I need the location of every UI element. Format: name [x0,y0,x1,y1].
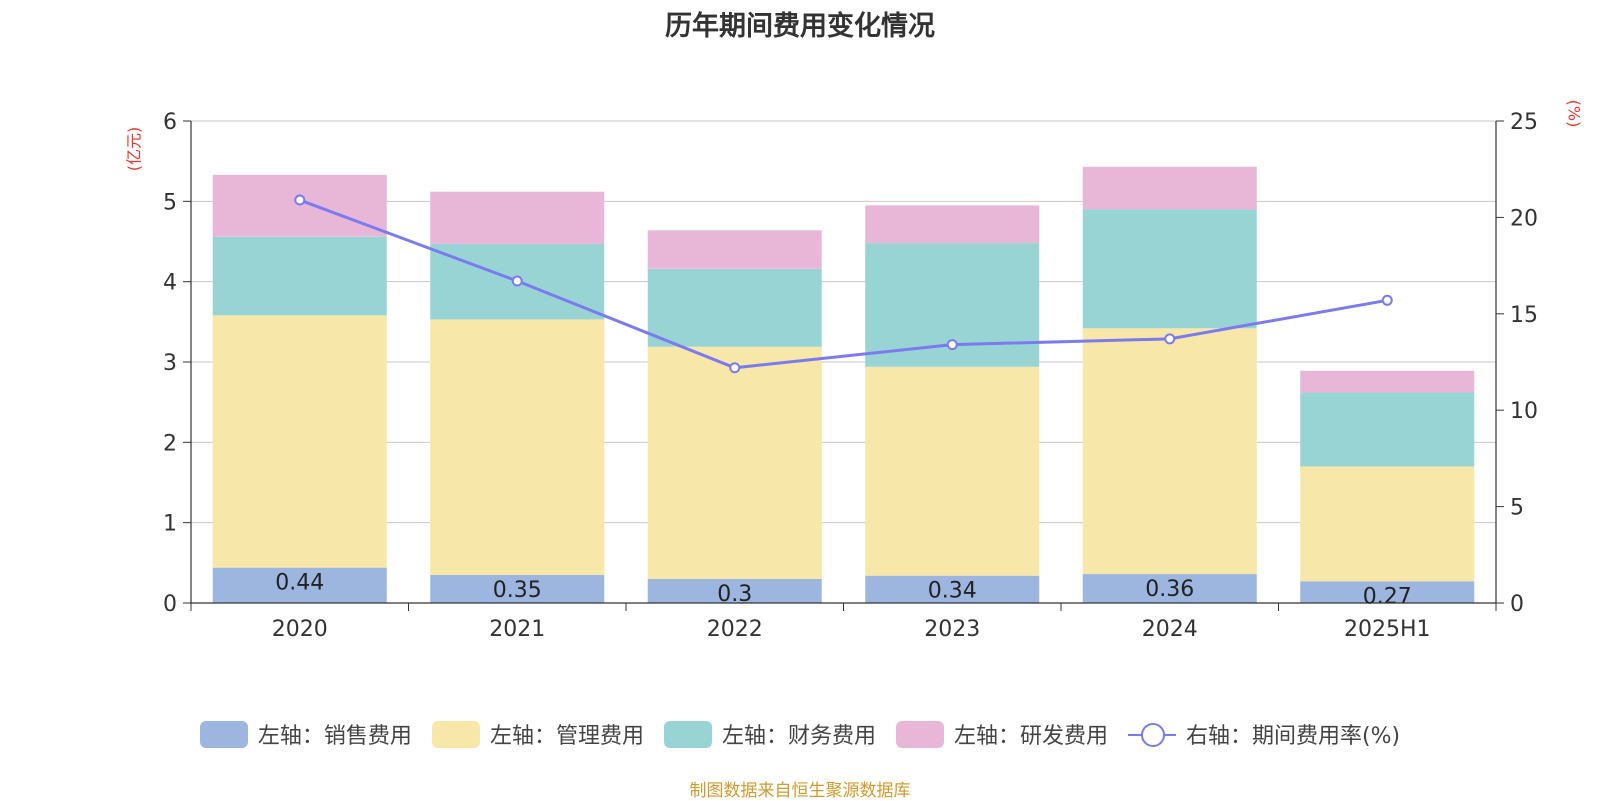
bar-rnd-2020 [212,174,387,237]
bar-rnd-2021 [430,191,605,244]
x-axis-tick-label: 2023 [924,617,980,642]
data-source-footer: 制图数据来自恒生聚源数据库 [689,781,911,801]
bar-admin-2025H1 [1300,466,1475,582]
right-axis-tick-label: 0 [1510,592,1524,617]
data-label-sales-2020: 0.44 [275,571,324,596]
legend-label-rnd: 左轴：研发费用 [953,724,1108,749]
left-axis-tick-label: 0 [163,592,177,617]
rate-point-2020 [294,194,306,206]
bar-rnd-2022 [647,230,822,269]
bar-sales-2024 [1082,574,1257,603]
left-axis-tick-label: 1 [163,512,177,537]
rate-point-2024 [1164,333,1176,345]
bar-rnd-2025H1 [1300,370,1475,393]
right-axis-tick-label: 15 [1510,303,1538,328]
bar-admin-2022 [647,346,822,579]
bar-finance-2025H1 [1300,392,1475,467]
bar-finance-2022 [647,268,822,347]
bar-admin-2021 [430,319,605,575]
legend-label-finance: 左轴：财务费用 [721,724,876,749]
bar-sales-2025H1 [1300,581,1475,603]
rate-line [299,198,1388,370]
legend-item-finance[interactable]: 左轴：财务费用 [663,718,876,750]
legend-label-rate: 右轴：期间费用率(%) [1185,724,1401,749]
rate-point-2025H1 [1381,294,1393,306]
left-axis-tick-label: 4 [163,271,177,296]
data-label-sales-2025H1: 0.27 [1363,584,1412,609]
legend-item-sales[interactable]: 左轴：销售费用 [199,718,412,750]
x-axis-tick-label: 2024 [1142,617,1198,642]
chart-title: 历年期间费用变化情况 [665,11,935,42]
rate-point-2022 [729,362,741,374]
admin-swatch [431,720,480,748]
legend-item-rnd[interactable]: 左轴：研发费用 [895,718,1108,750]
legend-label-sales: 左轴：销售费用 [257,724,412,749]
x-axis-tick-label: 2021 [489,617,545,642]
legend-label-admin: 左轴：管理费用 [489,724,644,749]
sales-swatch [199,720,248,748]
data-label-sales-2024: 0.36 [1145,577,1194,602]
legend-item-admin[interactable]: 左轴：管理费用 [431,718,644,750]
rate-point-2023 [946,339,958,351]
bar-finance-2020 [212,236,387,316]
bar-sales-2023 [865,575,1040,603]
legend: 左轴：销售费用 左轴：管理费用 左轴：财务费用 左轴：研发费用 右轴：期间费用率… [0,718,1600,750]
bar-admin-2020 [212,315,387,568]
bar-admin-2023 [865,366,1040,576]
bar-finance-2024 [1082,209,1257,329]
right-axis-tick-label: 20 [1510,206,1538,231]
bar-rnd-2023 [865,205,1040,244]
right-axis-tick-label: 10 [1510,399,1538,424]
bar-sales-2021 [430,574,605,603]
rate-line-swatch [1127,721,1176,748]
bar-sales-2022 [647,578,822,603]
bar-admin-2024 [1082,328,1257,575]
right-axis-tick-label: 25 [1510,110,1538,135]
left-axis-tick-label: 6 [163,110,177,135]
legend-item-rate[interactable]: 右轴：期间费用率(%) [1127,718,1401,750]
data-label-sales-2023: 0.34 [928,579,977,604]
bar-rnd-2024 [1082,166,1257,210]
x-axis-tick-label: 2025H1 [1344,617,1431,642]
left-axis-tick-label: 5 [163,190,177,215]
rate-point-2021 [511,275,523,287]
finance-swatch [663,720,712,748]
left-axis-tick-label: 3 [163,351,177,376]
x-axis-tick-label: 2022 [707,617,763,642]
x-axis-tick-label: 2020 [272,617,328,642]
left-axis-tick-label: 2 [163,431,177,456]
right-axis-tick-label: 5 [1510,496,1524,521]
data-label-sales-2021: 0.35 [493,578,542,603]
rnd-swatch [895,720,944,748]
bar-sales-2020 [212,567,387,603]
